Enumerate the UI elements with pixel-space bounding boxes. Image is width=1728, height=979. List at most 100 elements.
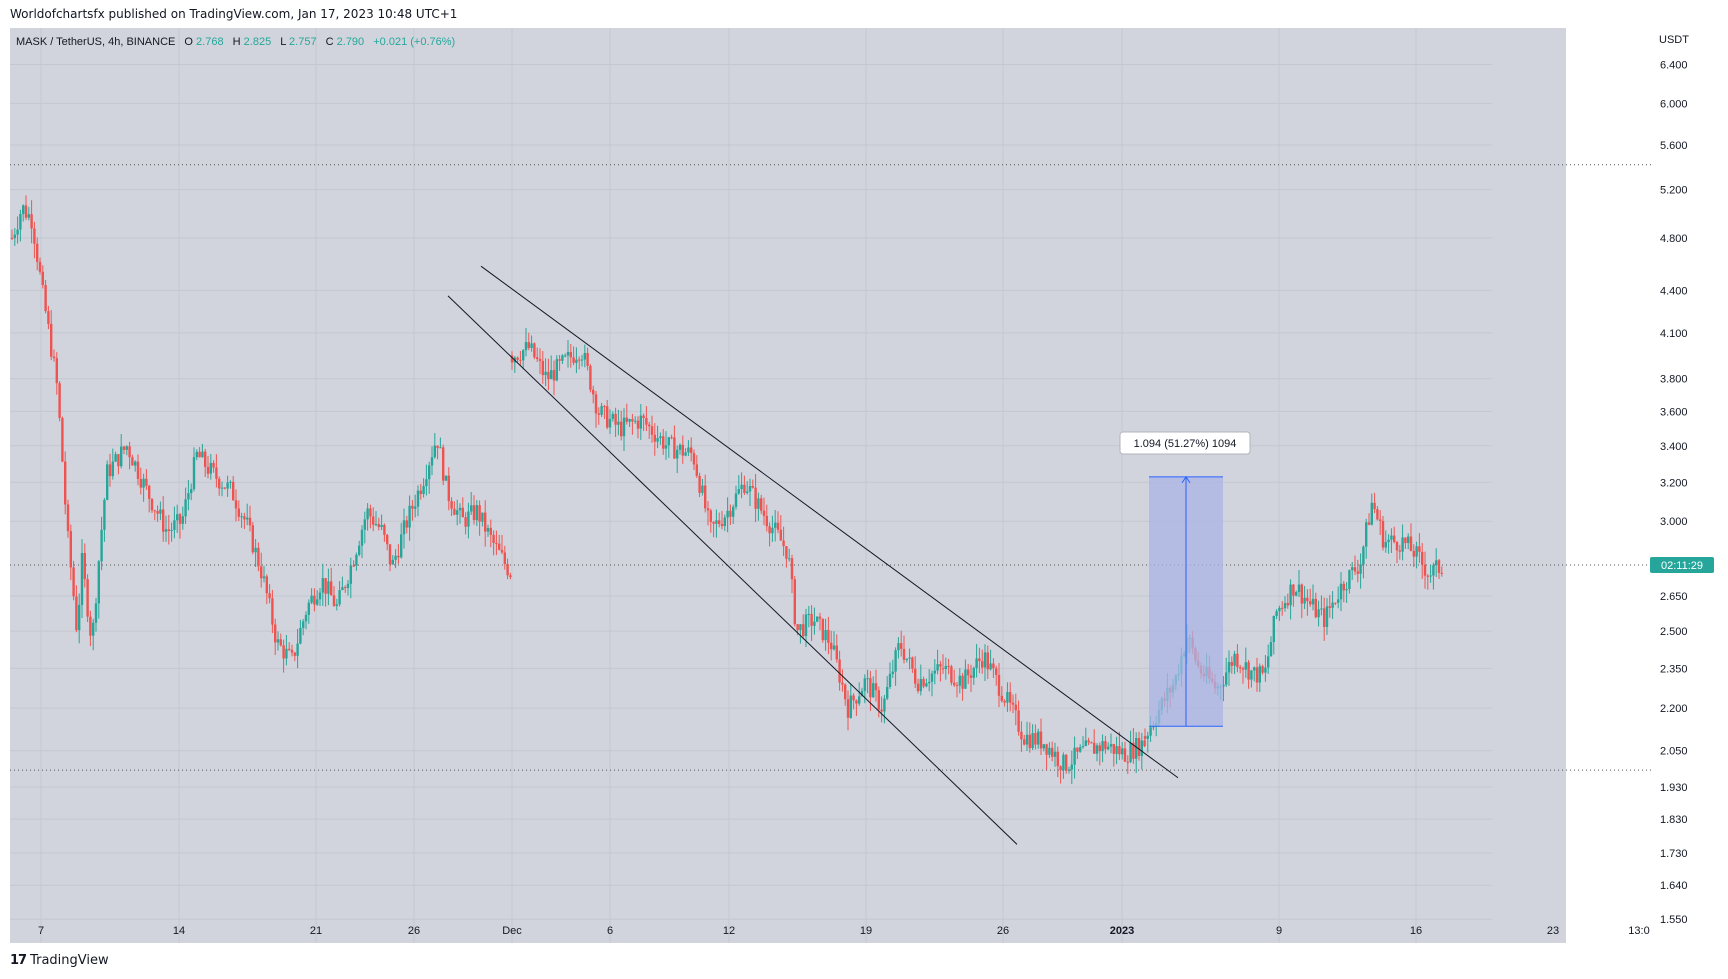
candle-body [1003,700,1006,703]
candle-body [1342,583,1345,591]
candle-body [911,657,914,669]
y-tick-label: 2.650 [1660,591,1688,603]
candle-body [131,457,134,466]
candle-body [816,616,819,622]
candle-body [580,359,584,361]
candle-body [782,540,785,547]
candle-body [555,359,558,381]
candle-body [645,417,648,425]
y-tick-label: 4.400 [1660,285,1688,297]
candle-body [153,510,156,512]
y-tick-label: 1.730 [1660,848,1688,860]
candle-body [181,516,184,524]
candle-body [754,487,757,509]
candle-body [430,457,434,466]
plot-area[interactable] [10,28,1492,943]
candle-body [1098,745,1101,752]
candle-body [544,371,547,376]
candle-body [125,446,128,450]
candle-body [1222,684,1225,687]
publisher-line: Worldofchartsfx published on TradingView… [10,7,458,21]
candle-body [1031,733,1034,749]
candle-body [16,229,19,235]
candle-body [692,453,696,465]
candle-body [92,622,95,636]
candle-body [617,421,620,425]
candle-body [1267,656,1270,668]
candle-body [509,575,512,578]
candle-body [925,683,928,687]
candle-body [1362,546,1365,565]
candle-body [578,359,581,361]
x-tick-label: 23 [1547,925,1559,937]
candle-body [855,700,858,704]
candle-body [164,529,168,532]
x-tick-label: 9 [1276,925,1282,937]
trendline-upper [480,265,1179,779]
candle-body [852,695,855,701]
candle-body [614,413,617,425]
candle-body [1090,742,1093,744]
candle-body [506,563,509,576]
candle-body [1023,739,1026,745]
candle-body [830,642,833,650]
candle-body [461,507,464,518]
candle-body [995,668,998,675]
candle-body [489,527,492,535]
candle-body [1123,748,1127,762]
candle-body [905,658,908,660]
candle-body [212,462,215,468]
candle-body [363,519,366,530]
candle-body [510,355,514,363]
candle-body [246,517,249,520]
candle-body [1140,740,1143,756]
candle-body [444,475,448,481]
candle-body [824,630,827,641]
candle-body [1339,583,1343,600]
candle-body [500,549,504,553]
tradingview-logo: 17 [10,953,27,968]
candle-body [139,478,142,488]
candle-body [799,624,802,631]
candles [10,195,1443,785]
candle-body [83,552,86,580]
candle-body [1281,607,1284,609]
candle-body [989,663,992,670]
candle-body [1028,734,1031,749]
legend-high-label: H [233,36,241,48]
candle-body [184,499,187,517]
candle-body [690,447,693,454]
candle-body [978,658,981,662]
candle-body [569,352,572,358]
price-axis[interactable] [1492,28,1566,943]
measure-label[interactable]: 1.094 (51.27%) 1094 [1119,431,1251,455]
candle-body [475,505,478,521]
legend-change: +0.021 (+0.76%) [373,36,455,48]
candle-body [1311,598,1315,605]
candle-body [262,576,266,579]
candle-body [1426,575,1429,577]
candle-body [715,520,718,524]
y-axis-labels: 6.400 6.000 5.600 5.200 4.800 4.400 4.100 3.800… [1660,60,1688,927]
candle-body [785,546,788,559]
candle-body [190,489,193,494]
footer-brand[interactable]: TradingView [30,953,109,968]
candle-body [458,507,462,511]
candle-body [388,544,392,565]
candle-body [402,520,406,535]
candle-body [1409,536,1413,551]
candle-body [198,451,201,458]
candle-body [1365,522,1368,547]
candle-body [114,454,117,462]
candle-body [223,487,226,489]
candle-body [310,595,313,603]
candle-body [1398,550,1401,552]
candle-body [858,696,861,704]
candle-body [897,643,900,651]
candle-body [414,506,417,509]
candle-body [1381,521,1385,548]
candle-body [788,558,791,560]
candle-body [27,214,30,218]
candle-body [902,648,906,660]
